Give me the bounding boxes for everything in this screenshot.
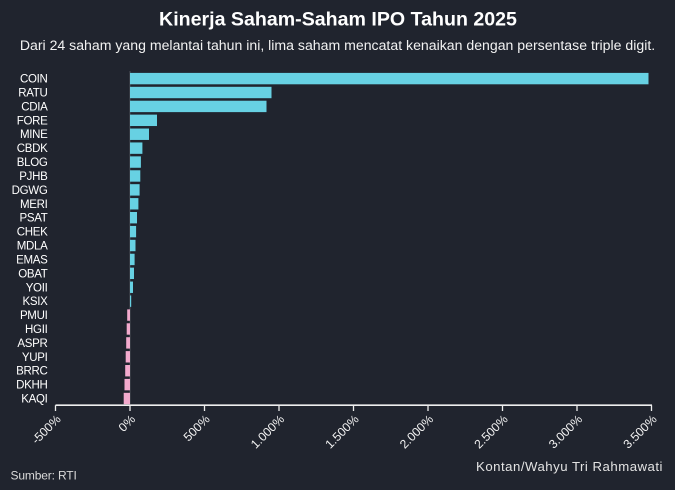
svg-text:BRRC: BRRC — [16, 366, 47, 378]
svg-text:KSIX: KSIX — [22, 296, 48, 308]
svg-text:HGII: HGII — [25, 324, 48, 336]
svg-text:DGWG: DGWG — [12, 185, 48, 197]
svg-text:COIN: COIN — [20, 74, 48, 86]
svg-text:EMAS: EMAS — [16, 254, 48, 266]
svg-text:MERI: MERI — [20, 199, 48, 211]
svg-text:YUPI: YUPI — [22, 352, 48, 364]
svg-text:CHEK: CHEK — [17, 227, 48, 239]
svg-text:YOII: YOII — [26, 282, 48, 294]
svg-text:CDIA: CDIA — [21, 101, 48, 113]
svg-text:Kinerja Saham-Saham IPO Tahun: Kinerja Saham-Saham IPO Tahun 2025 — [159, 8, 517, 30]
svg-text:CBDK: CBDK — [17, 143, 48, 155]
svg-text:OBAT: OBAT — [18, 268, 48, 280]
svg-text:MDLA: MDLA — [17, 241, 48, 253]
svg-text:KAQI: KAQI — [21, 394, 47, 406]
svg-text:ASPR: ASPR — [17, 338, 47, 350]
svg-text:MINE: MINE — [20, 129, 48, 141]
svg-text:RATU: RATU — [18, 88, 47, 100]
svg-text:Sumber: RTI: Sumber: RTI — [11, 469, 77, 483]
svg-text:FORE: FORE — [17, 115, 48, 127]
svg-text:PJHB: PJHB — [19, 171, 48, 183]
svg-text:Kontan/Wahyu Tri Rahmawati: Kontan/Wahyu Tri Rahmawati — [476, 459, 663, 474]
svg-text:Dari 24 saham yang melantai ta: Dari 24 saham yang melantai tahun ini, l… — [20, 37, 655, 53]
svg-text:DKHH: DKHH — [16, 380, 47, 392]
svg-text:BLOG: BLOG — [17, 157, 48, 169]
svg-text:PMUI: PMUI — [20, 310, 48, 322]
svg-text:PSAT: PSAT — [20, 213, 48, 225]
